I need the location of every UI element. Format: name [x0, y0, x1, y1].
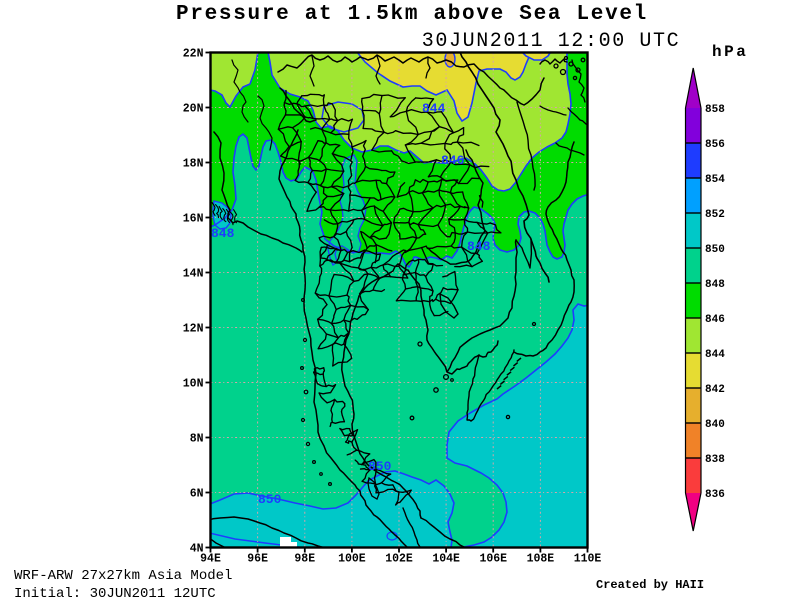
svg-text:852: 852 [705, 209, 725, 221]
svg-text:850: 850 [368, 459, 392, 474]
svg-text:22N: 22N [183, 48, 204, 61]
svg-text:858: 858 [705, 104, 725, 116]
svg-text:98E: 98E [294, 553, 315, 566]
svg-text:Initial: 30JUN2011 12UTC: Initial: 30JUN2011 12UTC [14, 586, 216, 600]
svg-text:10N: 10N [183, 378, 204, 391]
svg-text:840: 840 [705, 419, 725, 431]
svg-text:30JUN2011 12:00 UTC: 30JUN2011 12:00 UTC [422, 30, 680, 53]
svg-text:4N: 4N [190, 543, 204, 556]
svg-text:844: 844 [705, 349, 725, 361]
svg-text:102E: 102E [385, 553, 413, 566]
svg-text:838: 838 [705, 454, 725, 466]
svg-text:12N: 12N [183, 323, 204, 336]
svg-text:6N: 6N [190, 488, 204, 501]
svg-text:846: 846 [441, 153, 465, 168]
svg-text:Created by HAII: Created by HAII [596, 578, 704, 592]
svg-text:20N: 20N [183, 103, 204, 116]
svg-text:94E: 94E [200, 553, 221, 566]
svg-text:18N: 18N [183, 158, 204, 171]
svg-text:96E: 96E [247, 553, 268, 566]
svg-text:846: 846 [705, 314, 725, 326]
svg-text:8N: 8N [190, 433, 204, 446]
svg-text:WRF-ARW 27x27km Asia Model: WRF-ARW 27x27km Asia Model [14, 568, 232, 584]
svg-text:848: 848 [705, 279, 725, 291]
svg-text:hPa: hPa [712, 43, 748, 61]
svg-text:854: 854 [705, 174, 725, 186]
svg-text:842: 842 [705, 384, 725, 396]
svg-text:836: 836 [705, 489, 725, 501]
svg-text:848: 848 [211, 226, 235, 241]
svg-text:104E: 104E [432, 553, 460, 566]
svg-text:100E: 100E [338, 553, 366, 566]
svg-text:856: 856 [705, 139, 725, 151]
svg-text:108E: 108E [527, 553, 555, 566]
svg-text:106E: 106E [479, 553, 507, 566]
svg-text:16N: 16N [183, 213, 204, 226]
svg-text:110E: 110E [574, 553, 602, 566]
svg-text:14N: 14N [183, 268, 204, 281]
svg-text:Pressure at 1.5km above Sea Le: Pressure at 1.5km above Sea Level [176, 3, 648, 26]
svg-text:850: 850 [705, 244, 725, 256]
svg-text:848: 848 [467, 239, 491, 254]
svg-text:844: 844 [422, 101, 446, 116]
svg-text:850: 850 [258, 492, 282, 507]
